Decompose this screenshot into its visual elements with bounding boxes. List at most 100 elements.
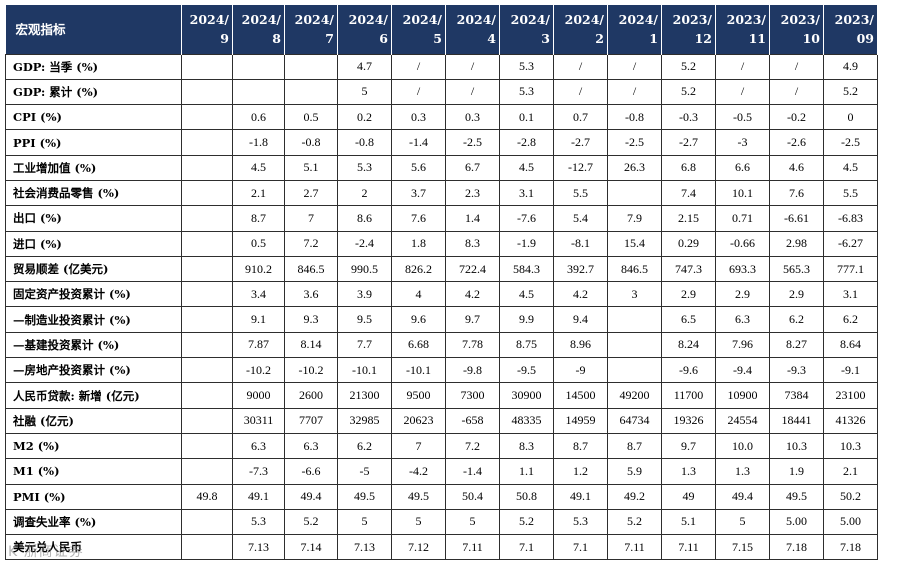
table-cell: 26.3 [607, 154, 662, 181]
table-cell: 2.7 [284, 179, 338, 207]
table-cell [181, 179, 233, 207]
table-cell [181, 53, 233, 80]
table-cell: 3.9 [337, 281, 392, 308]
table-cell: 18441 [769, 407, 824, 434]
table-cell: 7.11 [445, 534, 500, 561]
table-cell: / [769, 78, 824, 106]
table-cell: 4.6 [769, 154, 824, 181]
table-cell: 0.7 [553, 104, 608, 131]
table-row: 出口 (%) 8.7 7 8.6 7.6 1.4 -7.6 5.4 7.9 2.15 0.71 -6.… [5, 205, 878, 232]
table-row: 美元兑人民币 7.13 7.14 7.13 7.12 7.11 7.1 7.1 7.11 7.11… [5, 534, 878, 561]
table-cell: / [715, 53, 770, 80]
table-cell: 6.68 [391, 331, 446, 359]
table-row: 工业增加值 (%) 4.5 5.1 5.3 5.6 6.7 4.5 -12.7 26.3 6.8 6… [5, 154, 878, 181]
table-cell: -12.7 [553, 154, 608, 181]
table-cell [181, 508, 233, 536]
table-body: GDP: 当季 (%) 4.7//5.3//5.2//4.9 GDP: 累计 (%)… [5, 53, 878, 561]
table-cell: -10.1 [337, 357, 392, 384]
table-cell: 5 [715, 508, 770, 536]
table-cell: 1.8 [391, 230, 446, 257]
table-cell: 3.1 [823, 281, 878, 308]
table-cell [181, 331, 233, 359]
table-row: —基建投资累计 (%) 7.87 8.14 7.7 6.68 7.78 8.75 8.96 8.… [5, 331, 878, 359]
table-cell: 722.4 [445, 255, 500, 283]
table-cell: 9500 [391, 382, 446, 409]
table-cell: 6.6 [715, 154, 770, 181]
table-header-row: 宏观指标 2024/ 9 2024/ 8 2024/ 7 2024/ 6 2024/ 5… [5, 5, 878, 54]
table-row: 人民币贷款: 新增 (亿元) 9000 2600 21300 9500 7300 30900… [5, 382, 878, 409]
column-header: 2024/ 4 [445, 5, 500, 54]
table-cell: 5.4 [553, 205, 608, 232]
table-cell: -10.1 [391, 357, 446, 384]
table-cell: 5.2 [661, 78, 716, 106]
table-cell: / [553, 78, 608, 106]
table-cell: 9.5 [337, 306, 392, 333]
table-cell: 846.5 [607, 255, 662, 283]
table-cell: 2.3 [445, 179, 500, 207]
table-cell: 6.3 [232, 432, 285, 460]
table-cell: 7 [391, 432, 446, 460]
table-cell: 7.9 [607, 205, 662, 232]
table-cell: 49.5 [769, 483, 824, 510]
table-cell: 2.9 [769, 281, 824, 308]
table-cell: 19326 [661, 407, 716, 434]
table-cell: 4.2 [553, 281, 608, 308]
row-label: 固定资产投资累计 (%) [5, 281, 182, 308]
table-cell: -2.6 [769, 129, 824, 156]
table-cell: 10.0 [715, 432, 770, 460]
table-cell: 565.3 [769, 255, 824, 283]
table-cell: 8.7 [232, 205, 285, 232]
table-cell: 49.1 [553, 483, 608, 510]
table-cell: 7.13 [337, 534, 392, 561]
table-cell: 7.15 [715, 534, 770, 561]
row-label: —基建投资累计 (%) [5, 331, 182, 359]
table-cell: -0.8 [337, 129, 392, 156]
table-cell: -9.3 [769, 357, 824, 384]
macro-indicator-table: 宏观指标 2024/ 9 2024/ 8 2024/ 7 2024/ 6 2024/ 5… [5, 5, 878, 561]
table-cell: 5.3 [499, 53, 554, 80]
table-cell: -1.9 [499, 230, 554, 257]
table-cell: 5.3 [232, 508, 285, 536]
table-row: M2 (%) 6.3 6.3 6.2 7 7.2 8.3 8.7 8.7 9.7 10.0 10.3 1… [5, 432, 878, 460]
table-cell: 1.1 [499, 458, 554, 485]
table-cell: 2.1 [232, 179, 285, 207]
table-cell: 49.8 [181, 483, 233, 510]
table-row: GDP: 累计 (%) 5//5.3//5.2//5.2 [5, 78, 878, 106]
row-label: PPI (%) [5, 129, 182, 156]
table-cell: 2.9 [661, 281, 716, 308]
table-cell: -5 [337, 458, 392, 485]
table-cell: 5 [391, 508, 446, 536]
table-cell: 7.11 [607, 534, 662, 561]
table-cell: 9.9 [499, 306, 554, 333]
table-cell: 0.3 [391, 104, 446, 131]
table-cell: 747.3 [661, 255, 716, 283]
table-cell: 49.4 [284, 483, 338, 510]
table-cell: 5.6 [391, 154, 446, 181]
table-cell: 7.13 [232, 534, 285, 561]
table-cell: 3.7 [391, 179, 446, 207]
table-cell: / [769, 53, 824, 80]
table-cell: 4.2 [445, 281, 500, 308]
table-row: 固定资产投资累计 (%) 3.4 3.6 3.9 4 4.2 4.5 4.2 3 2.9 2.9 2.… [5, 281, 878, 308]
table-cell: -2.7 [661, 129, 716, 156]
table-cell: 1.4 [445, 205, 500, 232]
table-cell: 9.7 [661, 432, 716, 460]
table-cell: 7300 [445, 382, 500, 409]
table-cell: 1.3 [715, 458, 770, 485]
table-cell: 7.14 [284, 534, 338, 561]
table-cell: 4.5 [823, 154, 878, 181]
table-cell: -2.8 [499, 129, 554, 156]
table-cell: 8.64 [823, 331, 878, 359]
table-row: —房地产投资累计 (%) -10.2 -10.2 -10.1 -10.1 -9.8 -9.5… [5, 357, 878, 384]
table-cell: 2.98 [769, 230, 824, 257]
table-cell: 7.4 [661, 179, 716, 207]
table-cell: 7384 [769, 382, 824, 409]
table-row: 调查失业率 (%) 5.3 5.2 5 5 5 5.2 5.3 5.2 5.1 5 5.00 5.00 [5, 508, 878, 536]
column-header: 2024/ 6 [337, 5, 392, 54]
table-cell: 5.00 [823, 508, 878, 536]
table-cell: 64734 [607, 407, 662, 434]
table-cell: 826.2 [391, 255, 446, 283]
table-cell: 0.71 [715, 205, 770, 232]
table-cell: 14959 [553, 407, 608, 434]
table-cell [607, 179, 662, 207]
